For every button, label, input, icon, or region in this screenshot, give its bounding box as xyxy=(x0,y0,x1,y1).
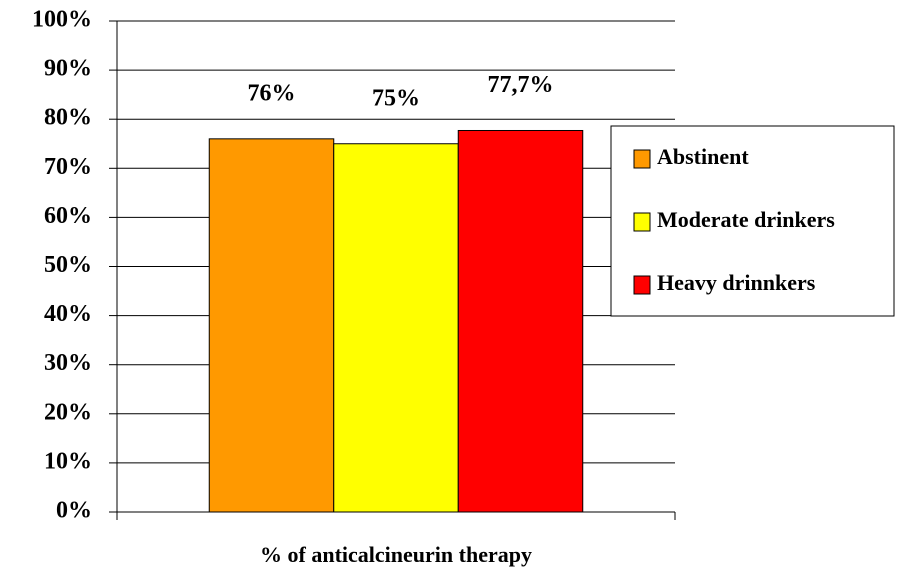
legend-label: Abstinent xyxy=(657,144,749,169)
x-tick-label: % of anticalcineurin therapy xyxy=(260,542,532,567)
y-tick-label: 100% xyxy=(32,7,92,33)
y-tick-label: 60% xyxy=(44,203,92,229)
legend-swatch xyxy=(633,149,651,169)
y-tick-label: 80% xyxy=(44,105,92,131)
value-label: 75% xyxy=(372,85,420,111)
legend-swatch xyxy=(633,212,651,232)
y-tick-label: 90% xyxy=(44,56,92,82)
bar xyxy=(333,143,459,513)
y-tick-label: 30% xyxy=(44,350,92,376)
value-label: 76% xyxy=(248,80,296,106)
y-tick-label: 40% xyxy=(44,301,92,327)
y-tick-label: 10% xyxy=(44,448,92,474)
y-tick-label: 0% xyxy=(56,498,92,524)
y-tick-label: 50% xyxy=(44,252,92,278)
legend-label: Heavy drinnkers xyxy=(657,270,816,295)
legend-box xyxy=(610,125,895,317)
bar xyxy=(208,138,335,513)
legend-swatch xyxy=(633,275,651,295)
y-tick-label: 70% xyxy=(44,154,92,180)
value-label: 77,7% xyxy=(488,72,554,98)
bar xyxy=(457,129,584,513)
legend-label: Moderate drinkers xyxy=(657,207,835,232)
y-tick-label: 20% xyxy=(44,399,92,425)
